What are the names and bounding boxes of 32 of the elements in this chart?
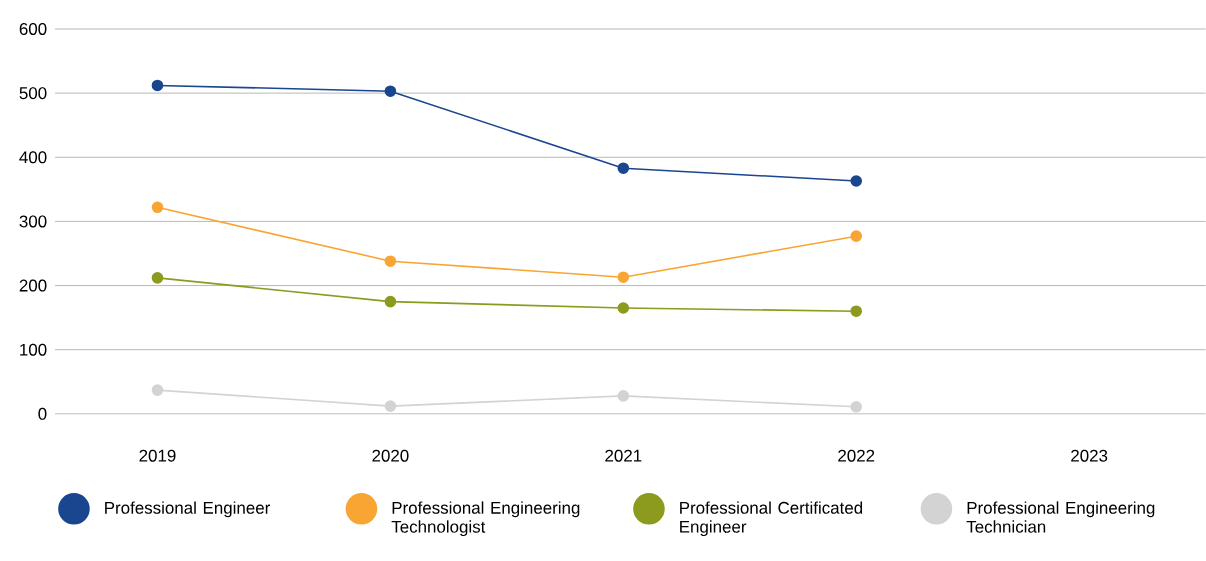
legend-label: Professional Engineer [105, 501, 271, 518]
y-tick-label: 100 [20, 343, 47, 356]
legend-label: Professional Certificated Engineer [680, 501, 863, 537]
point [151, 201, 164, 214]
y-tick-label: 0 [38, 407, 47, 420]
point [384, 400, 397, 413]
point [850, 305, 863, 318]
point [617, 271, 630, 284]
point [151, 384, 164, 396]
y-tick-label: 300 [19, 215, 47, 228]
legend-label: Professional Engineering Technologist [391, 501, 580, 537]
x-tick-label: 2023 [1071, 449, 1108, 462]
point [384, 295, 397, 308]
y-tick-label: 500 [19, 87, 47, 100]
point [617, 390, 630, 402]
point [617, 302, 630, 314]
y-tick-label: 400 [19, 151, 47, 164]
y-tick-label: 200 [19, 279, 47, 292]
point [384, 85, 397, 98]
legend-label: Professional Engineering Technician [966, 501, 1155, 533]
point [850, 175, 863, 187]
x-tick-label: 2021 [605, 449, 642, 462]
point [151, 79, 164, 92]
point [384, 255, 397, 268]
y-tick-label: 600 [19, 23, 47, 36]
x-tick-label: 2022 [838, 449, 875, 462]
x-tick-label: 2019 [139, 449, 176, 462]
point [617, 162, 630, 175]
point [151, 272, 164, 284]
x-tick-label: 2020 [372, 449, 409, 462]
point [850, 230, 863, 243]
point [850, 401, 863, 413]
